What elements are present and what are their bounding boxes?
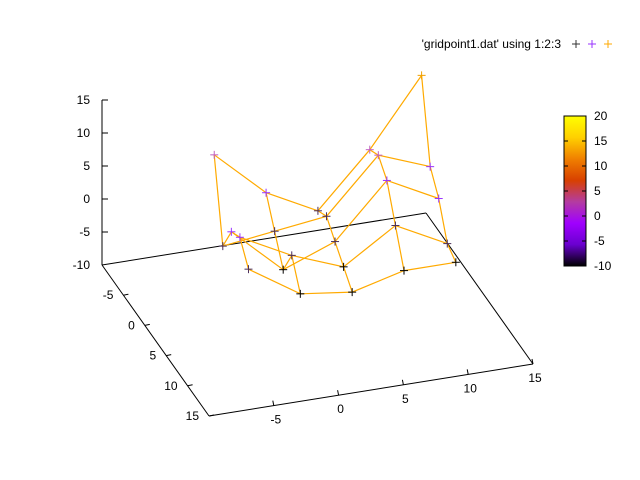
data-point (227, 227, 236, 236)
data-point (451, 258, 460, 267)
z-tick-label: 0 (83, 192, 90, 206)
z-tick-label: -5 (79, 225, 90, 239)
data-point (339, 262, 348, 271)
data-point (270, 227, 279, 236)
y-tick-label: -5 (103, 288, 114, 302)
axes (101, 99, 534, 417)
x-tick-mark (466, 369, 469, 375)
data-point (244, 265, 253, 274)
data-point (322, 212, 331, 221)
x-tick-mark (272, 400, 275, 406)
y-tick-label: 10 (164, 379, 178, 393)
data-point (279, 265, 288, 274)
data-point (434, 194, 443, 203)
x-axis-back-line (101, 212, 427, 266)
series-line (213, 154, 250, 270)
series-lines (213, 75, 457, 295)
data-point (426, 162, 435, 171)
legend-point-marker (588, 40, 596, 48)
data-point (218, 242, 227, 251)
data-point (262, 188, 271, 197)
colorbar-tick-label: 0 (594, 209, 601, 223)
data-point (296, 289, 305, 298)
data-point (210, 150, 219, 159)
z-tick-label: 5 (83, 159, 90, 173)
colorbar-tick-label: -5 (594, 234, 605, 248)
data-point (313, 206, 322, 215)
series-line (265, 192, 301, 294)
y-tick-mark (166, 354, 172, 357)
colorbar-tick-label: 15 (594, 134, 608, 148)
grid-line (213, 75, 423, 212)
colorbar-tick-label: 10 (594, 159, 608, 173)
y-tick-label: 5 (150, 349, 157, 363)
x-tick-mark (401, 379, 404, 385)
y-tick-mark (123, 293, 129, 296)
data-point (391, 221, 400, 230)
data-point (400, 266, 408, 275)
y-tick-mark (144, 323, 150, 326)
data-point (331, 237, 340, 246)
data-point (417, 71, 426, 80)
x-tick-mark (337, 390, 340, 396)
data-point (374, 151, 383, 160)
legend-label: 'gridpoint1.dat' using 1:2:3 (422, 37, 562, 51)
colorbar: 20 15 10 5 0 -5 -10 (563, 109, 612, 273)
grid-line (231, 179, 439, 271)
data-point (287, 251, 296, 260)
x-tick-label: -5 (270, 413, 281, 427)
series-line (369, 149, 405, 271)
colorbar-tick-label: -10 (594, 259, 612, 273)
data-point (235, 233, 244, 242)
y-tick-mark (187, 384, 193, 387)
data-point (443, 239, 452, 248)
x-tick-label: 5 (402, 392, 409, 406)
x-tick-label: 15 (528, 371, 542, 385)
colorbar-tick-label: 5 (594, 184, 601, 198)
series-line (317, 210, 353, 293)
x-axis-front-line (208, 363, 534, 417)
y-tick-label: 0 (128, 318, 135, 332)
z-tick-label: 10 (77, 126, 91, 140)
y-tick-label: 15 (186, 409, 200, 423)
legend: 'gridpoint1.dat' using 1:2:3 (422, 37, 612, 51)
data-point (365, 145, 374, 154)
series-points (210, 71, 460, 298)
y-tick-mark (208, 414, 215, 417)
legend-point-marker (604, 40, 612, 48)
data-point (348, 288, 357, 297)
colorbar-tick-label: 20 (594, 109, 608, 123)
z-tick-label: 15 (77, 93, 91, 107)
x-tick-mark (531, 358, 534, 365)
x-tick-label: 10 (464, 381, 478, 395)
y-axis-right-line (425, 212, 534, 365)
legend-point-marker (572, 40, 580, 48)
tick-labels: -10 -5 0 5 10 15 -5 0 5 10 15 15 10 5 0 -5 (73, 93, 542, 427)
data-point (382, 176, 391, 185)
x-tick-label: 0 (337, 402, 344, 416)
z-tick-label: -10 (73, 258, 91, 272)
series-line (421, 75, 457, 263)
y-axis-left-line (101, 264, 210, 417)
